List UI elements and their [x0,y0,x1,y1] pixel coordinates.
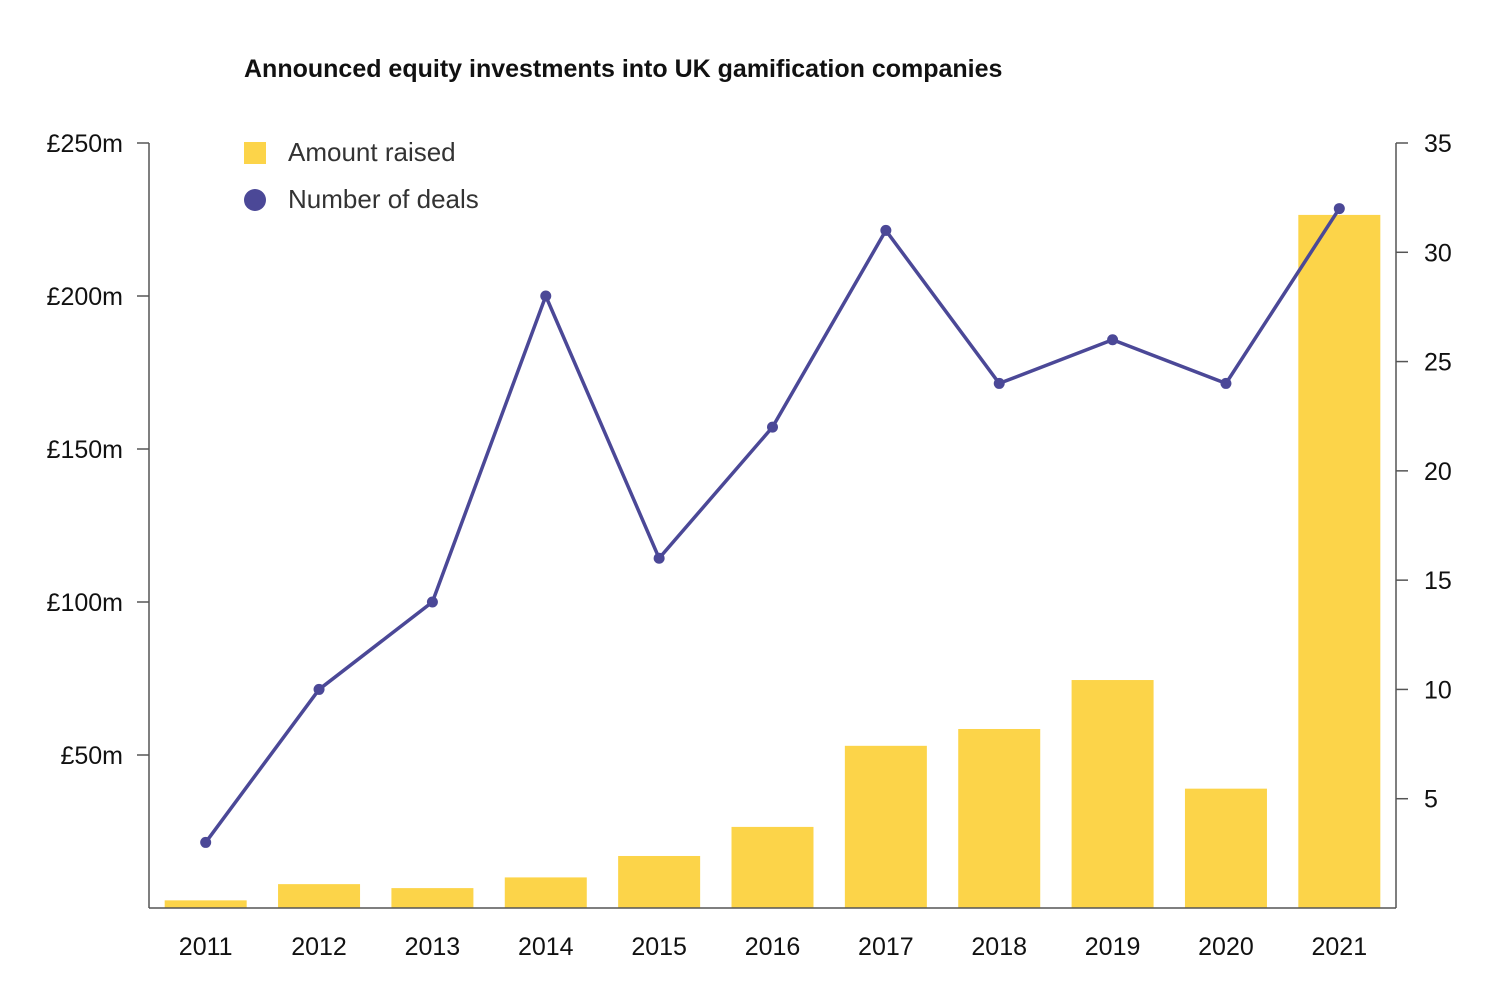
bar-2019 [1071,680,1154,908]
bar-2012 [278,884,361,908]
deals-point-2017 [880,224,892,236]
left-tick-label: £100m [47,589,123,617]
legend-label-amount-raised: Amount raised [288,137,456,167]
left-tick-label: £250m [47,130,123,158]
legend-label-number-of-deals: Number of deals [288,184,479,214]
bars-layer [164,214,1381,908]
line-layer [200,203,1345,848]
x-tick-label: 2018 [971,933,1027,961]
deals-point-2013 [426,596,438,608]
deals-point-2012 [313,683,325,695]
bar-2013 [391,888,474,908]
left-tick-label: £150m [47,436,123,464]
right-tick-label: 35 [1424,130,1452,158]
right-tick-label: 5 [1424,786,1438,814]
bar-2017 [844,745,927,908]
x-tick-label: 2021 [1312,933,1368,961]
right-tick-label: 25 [1424,349,1452,377]
x-tick-label: 2020 [1198,933,1254,961]
bar-2015 [618,855,701,908]
deals-point-2021 [1333,203,1345,215]
ticks-layer: £50m £100m £150m £200m £250m 5 10 15 20 25 30 35 201… [47,130,1452,961]
right-tick-label: 30 [1424,239,1452,267]
deals-point-2020 [1220,377,1232,389]
x-tick-label: 2016 [745,933,801,961]
deals-point-2018 [993,377,1005,389]
bar-2018 [958,728,1041,908]
x-tick-label: 2019 [1085,933,1141,961]
bar-2021 [1298,214,1381,908]
right-tick-label: 10 [1424,676,1452,704]
right-tick-label: 20 [1424,458,1452,486]
bar-2011 [164,900,247,908]
deals-point-2015 [653,552,665,564]
left-tick-label: £200m [47,283,123,311]
x-tick-label: 2017 [858,933,914,961]
legend: Amount raised Number of deals [244,137,479,214]
legend-swatch-amount-raised [244,142,266,164]
x-tick-label: 2014 [518,933,574,961]
deals-point-2014 [540,290,552,302]
deals-point-2011 [200,836,212,848]
left-tick-label: £50m [60,742,123,770]
legend-swatch-number-of-deals [244,189,266,211]
bar-2020 [1184,788,1267,908]
chart-title: Announced equity investments into UK gam… [244,55,1002,83]
deals-point-2016 [767,421,778,433]
x-tick-label: 2012 [291,933,347,961]
bar-2016 [731,826,814,908]
deals-line [204,207,1341,844]
right-tick-label: 15 [1424,567,1452,595]
x-tick-label: 2011 [179,933,233,961]
bar-2014 [504,877,587,908]
x-tick-label: 2013 [405,933,461,961]
x-tick-label: 2015 [631,933,687,961]
axes-layer [148,143,1397,909]
deals-point-2019 [1107,334,1119,346]
